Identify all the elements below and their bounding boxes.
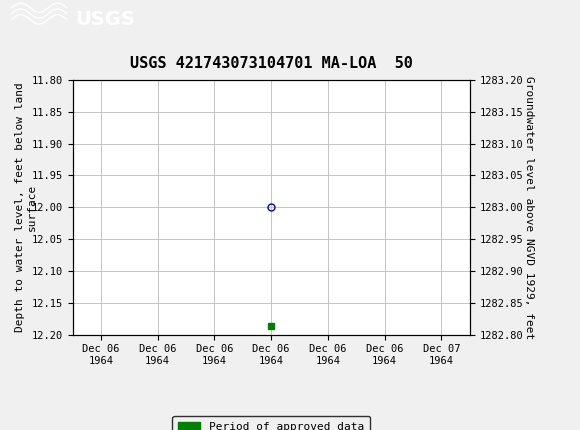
Y-axis label: Groundwater level above NGVD 1929, feet: Groundwater level above NGVD 1929, feet bbox=[524, 76, 534, 339]
Y-axis label: Depth to water level, feet below land
surface: Depth to water level, feet below land su… bbox=[15, 83, 37, 332]
Legend: Period of approved data: Period of approved data bbox=[172, 416, 370, 430]
Title: USGS 421743073104701 MA-LOA  50: USGS 421743073104701 MA-LOA 50 bbox=[130, 56, 412, 71]
Text: USGS: USGS bbox=[75, 10, 135, 29]
